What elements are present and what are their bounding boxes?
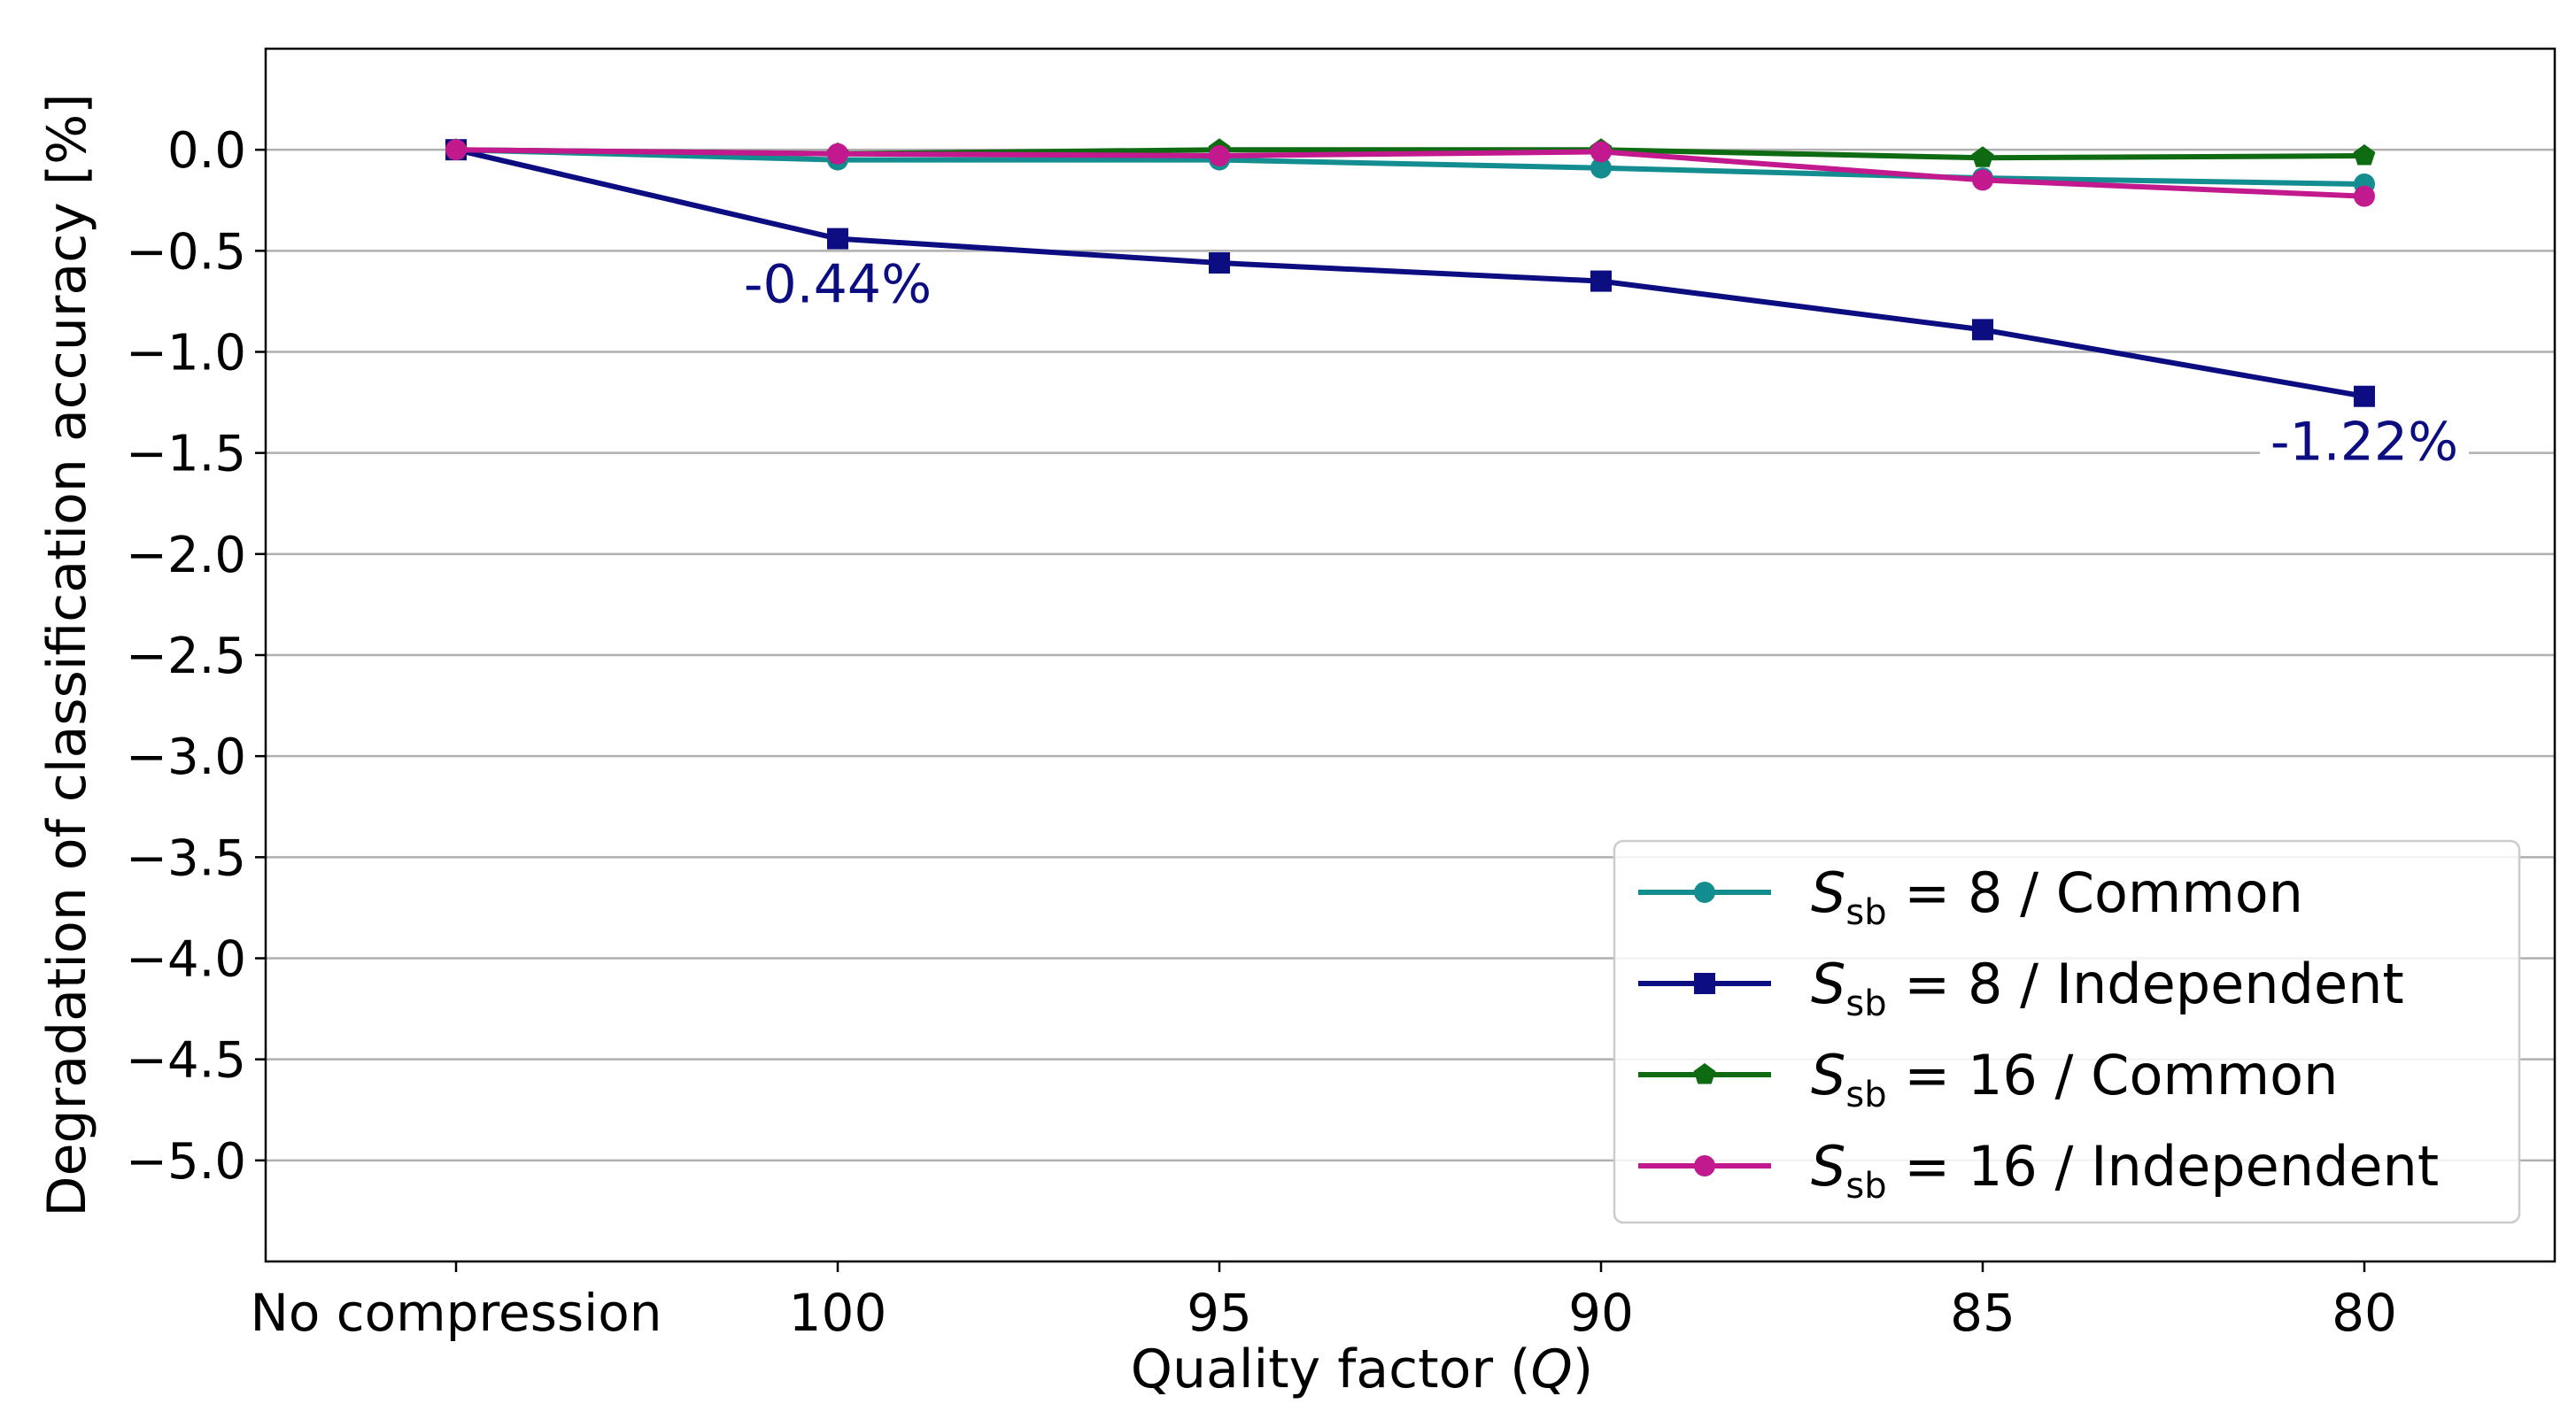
legend-item: Ssb = 8 / Independent — [1638, 952, 2404, 1024]
annotation-background — [733, 256, 942, 317]
legend-box — [1613, 839, 2521, 1224]
legend-label: Ssb = 16 / Common — [1811, 1043, 2338, 1115]
data-point — [1209, 145, 1230, 167]
legend-label-variable: S — [1811, 1134, 1845, 1199]
legend-marker — [1693, 1063, 1716, 1084]
data-point — [1590, 141, 1612, 163]
x-tick-label: 80 — [2332, 1283, 2397, 1343]
series-lines — [445, 138, 2376, 407]
x-tick-label: 100 — [789, 1283, 887, 1343]
data-point — [1972, 169, 1993, 191]
y-axis-ticks: 0.0 −0.5 −1.0 −1.5 −2.0 −2.5 −3.0 −3.5 −4.0 −4.5 −… — [126, 122, 266, 1191]
data-point — [2353, 144, 2376, 166]
data-point — [827, 143, 848, 165]
legend-label-text: = 8 / Common — [1887, 860, 2303, 925]
data-point — [1590, 270, 1612, 292]
y-tick-label: −2.5 — [126, 628, 246, 685]
data-point — [445, 139, 467, 161]
series-line — [455, 147, 2365, 187]
series-4 — [445, 139, 2375, 207]
legend-label-text: = 16 / Common — [1887, 1043, 2339, 1107]
x-tick-label: No compression — [250, 1283, 661, 1343]
legend-marker — [1694, 973, 1715, 994]
data-point — [1971, 146, 1994, 167]
legend-marker — [1694, 882, 1715, 903]
legend-label-subscript: sb — [1845, 1075, 1886, 1115]
data-point — [827, 228, 848, 250]
y-axis-label: Degradation of classification accuracy [… — [36, 93, 98, 1216]
x-tick-label: 85 — [1950, 1283, 2015, 1343]
data-point — [2354, 185, 2375, 207]
y-tick-label: −5.0 — [126, 1133, 246, 1191]
x-tick-label: 90 — [1568, 1283, 1634, 1343]
y-tick-label: 0.0 — [167, 122, 246, 180]
annotations: -0.44% -1.22% — [733, 254, 2469, 474]
y-tick-label: −3.0 — [126, 729, 246, 786]
annotation-background — [2260, 413, 2469, 474]
x-axis-label-main: Quality factor ( — [1131, 1338, 1531, 1400]
legend-marker — [1694, 1155, 1715, 1176]
legend-label: Ssb = 16 / Independent — [1811, 1134, 2439, 1207]
data-point — [1209, 252, 1230, 274]
legend-label: Ssb = 8 / Common — [1811, 860, 2303, 933]
series-line — [455, 147, 2365, 199]
x-axis-ticks: No compression 100 95 90 85 80 — [250, 1261, 2397, 1343]
y-tick-label: −0.5 — [126, 223, 246, 281]
legend-label-subscript: sb — [1845, 1166, 1886, 1207]
x-axis-label: Quality factor (Q) — [1131, 1338, 1593, 1400]
y-tick-label: −1.5 — [126, 426, 246, 483]
data-point — [2354, 385, 2375, 407]
legend-label-text: = 16 / Independent — [1887, 1134, 2440, 1199]
legend-item: Ssb = 8 / Common — [1638, 860, 2303, 933]
legend-item: Ssb = 16 / Independent — [1638, 1134, 2439, 1207]
legend-label-subscript: sb — [1845, 892, 1886, 933]
legend-item: Ssb = 16 / Common — [1638, 1043, 2338, 1115]
x-axis-label-variable: Q — [1531, 1338, 1573, 1400]
legend-label-variable: S — [1811, 1043, 1845, 1107]
legend-label-variable: S — [1811, 860, 1845, 925]
y-tick-label: −1.0 — [126, 325, 246, 382]
data-point — [1972, 319, 1993, 341]
legend-label-text: = 8 / Independent — [1887, 952, 2404, 1016]
annotation-label: -1.22% — [2270, 412, 2458, 474]
series-line — [455, 147, 2365, 399]
legend-label: Ssb = 8 / Independent — [1811, 952, 2404, 1024]
y-tick-label: −4.0 — [126, 931, 246, 989]
y-tick-label: −4.5 — [126, 1032, 246, 1090]
y-tick-label: −3.5 — [126, 829, 246, 887]
x-tick-label: 95 — [1187, 1283, 1252, 1343]
x-axis-label-end: ) — [1573, 1338, 1593, 1400]
data-point — [1590, 157, 1612, 179]
legend-label-variable: S — [1811, 952, 1845, 1016]
y-tick-label: −2.0 — [126, 527, 246, 584]
annotation-label: -0.44% — [744, 254, 932, 316]
legend-label-subscript: sb — [1845, 983, 1886, 1024]
